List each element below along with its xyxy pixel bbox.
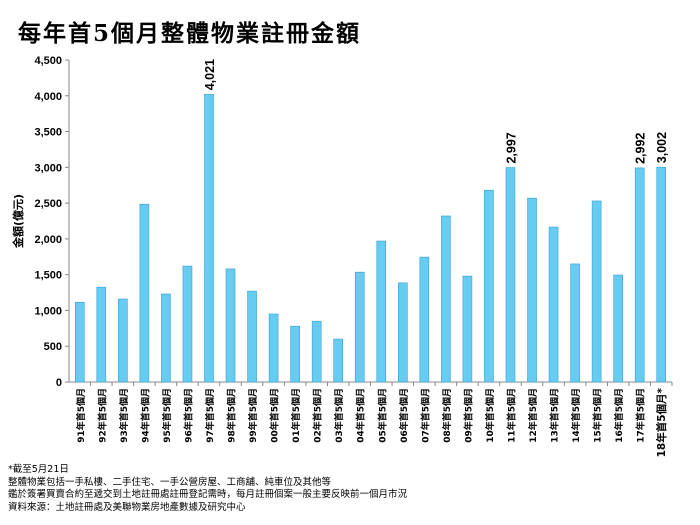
bar bbox=[225, 268, 236, 383]
x-tick-label: 17年首5個月 bbox=[635, 388, 647, 443]
footnote-scope: 整體物業包括一手私樓、二手住宅、一手公營房屋、工商舖、純車位及其他等 bbox=[8, 476, 332, 488]
bar bbox=[419, 256, 430, 383]
data-label: 3,002 bbox=[655, 132, 669, 163]
x-tick-label: 18年首5個月* bbox=[655, 388, 668, 458]
x-tick-label: 99年首5個月 bbox=[247, 388, 259, 443]
y-axis-label: 金額(億元) bbox=[11, 194, 25, 249]
bar bbox=[182, 265, 193, 383]
x-tick-label: 95年首5個月 bbox=[161, 388, 173, 443]
chart-title: 每年首5個月整體物業註冊金額 bbox=[18, 20, 362, 47]
footnote-date: *截至5月21日 bbox=[8, 464, 69, 475]
y-tick-label: 4,000 bbox=[34, 91, 62, 103]
bar bbox=[591, 200, 602, 383]
bar bbox=[290, 325, 300, 383]
bar bbox=[376, 240, 387, 383]
bar bbox=[527, 197, 537, 383]
bar bbox=[354, 271, 365, 383]
x-tick-label: 14年首5個月 bbox=[570, 388, 582, 443]
x-tick-label: 10年首5個月 bbox=[484, 388, 496, 443]
bar bbox=[462, 275, 473, 383]
x-tick-label: 04年首5個月 bbox=[355, 388, 367, 443]
y-tick-label: 4,500 bbox=[34, 55, 62, 67]
bar bbox=[96, 286, 107, 383]
bar bbox=[74, 301, 85, 383]
x-tick-label: 16年首5個月 bbox=[613, 388, 625, 443]
x-tick-label: 03年首5個月 bbox=[333, 388, 345, 443]
x-tick-label: 11年首5個月 bbox=[505, 388, 517, 443]
footnote-source: 資料來源：土地註冊處及美聯物業房地產數據及研究中心 bbox=[8, 501, 246, 513]
x-tick-label: 15年首5個月 bbox=[592, 388, 604, 443]
y-tick-label: 2,500 bbox=[34, 198, 62, 210]
bar bbox=[268, 313, 279, 383]
footnotes: *截至5月21日 整體物業包括一手私樓、二手住宅、一手公營房屋、工商舖、純車位及… bbox=[8, 464, 407, 514]
bar bbox=[333, 338, 343, 383]
bar bbox=[484, 189, 494, 383]
data-label: 4,021 bbox=[203, 59, 217, 90]
y-tick-label: 2,000 bbox=[34, 234, 62, 246]
bar bbox=[139, 203, 150, 383]
bar bbox=[634, 167, 645, 383]
y-tick-label: 0 bbox=[56, 377, 62, 389]
bar bbox=[118, 298, 128, 383]
footnote-method: 鑑於簽署買賣合約至遞交到土地註冊處註冊登記需時，每月註冊個案一般主要反映前一個月… bbox=[8, 489, 408, 500]
x-tick-label: 05年首5個月 bbox=[376, 388, 388, 443]
bar bbox=[398, 282, 408, 383]
x-tick-label: 09年首5個月 bbox=[462, 388, 474, 443]
bar bbox=[613, 274, 623, 383]
x-tick-label: 98年首5個月 bbox=[226, 388, 238, 443]
bar bbox=[161, 293, 171, 383]
x-tick-label: 00年首5個月 bbox=[269, 388, 281, 443]
x-tick-label: 92年首5個月 bbox=[96, 388, 108, 443]
x-tick-label: 97年首5個月 bbox=[204, 388, 216, 443]
x-tick-label: 02年首5個月 bbox=[312, 388, 324, 443]
bar bbox=[441, 215, 451, 383]
bar bbox=[247, 290, 257, 383]
bar bbox=[505, 167, 516, 383]
x-tick-label: 96年首5個月 bbox=[182, 388, 194, 443]
x-tick-label: 94年首5個月 bbox=[139, 388, 151, 443]
x-tick-label: 91年首5個月 bbox=[75, 388, 87, 443]
y-tick-label: 3,000 bbox=[34, 162, 62, 174]
bar bbox=[656, 166, 667, 383]
x-tick-label: 12年首5個月 bbox=[527, 388, 539, 443]
bar bbox=[311, 320, 322, 383]
data-label: 2,997 bbox=[504, 132, 518, 163]
y-tick-label: 1,500 bbox=[34, 270, 62, 282]
x-tick-label: 01年首5個月 bbox=[290, 388, 302, 443]
x-tick-label: 07年首5個月 bbox=[419, 388, 431, 443]
bar bbox=[548, 226, 559, 383]
x-tick-label: 93年首5個月 bbox=[118, 388, 130, 443]
y-tick-label: 1,000 bbox=[34, 305, 62, 317]
data-label: 2,992 bbox=[634, 133, 648, 164]
y-tick-label: 500 bbox=[44, 341, 62, 353]
bar bbox=[570, 263, 580, 383]
x-tick-label: 06年首5個月 bbox=[398, 388, 410, 443]
x-tick-label: 08年首5個月 bbox=[441, 388, 453, 443]
x-tick-label: 13年首5個月 bbox=[549, 388, 561, 443]
y-tick-label: 3,500 bbox=[34, 127, 62, 139]
bar bbox=[204, 93, 214, 383]
